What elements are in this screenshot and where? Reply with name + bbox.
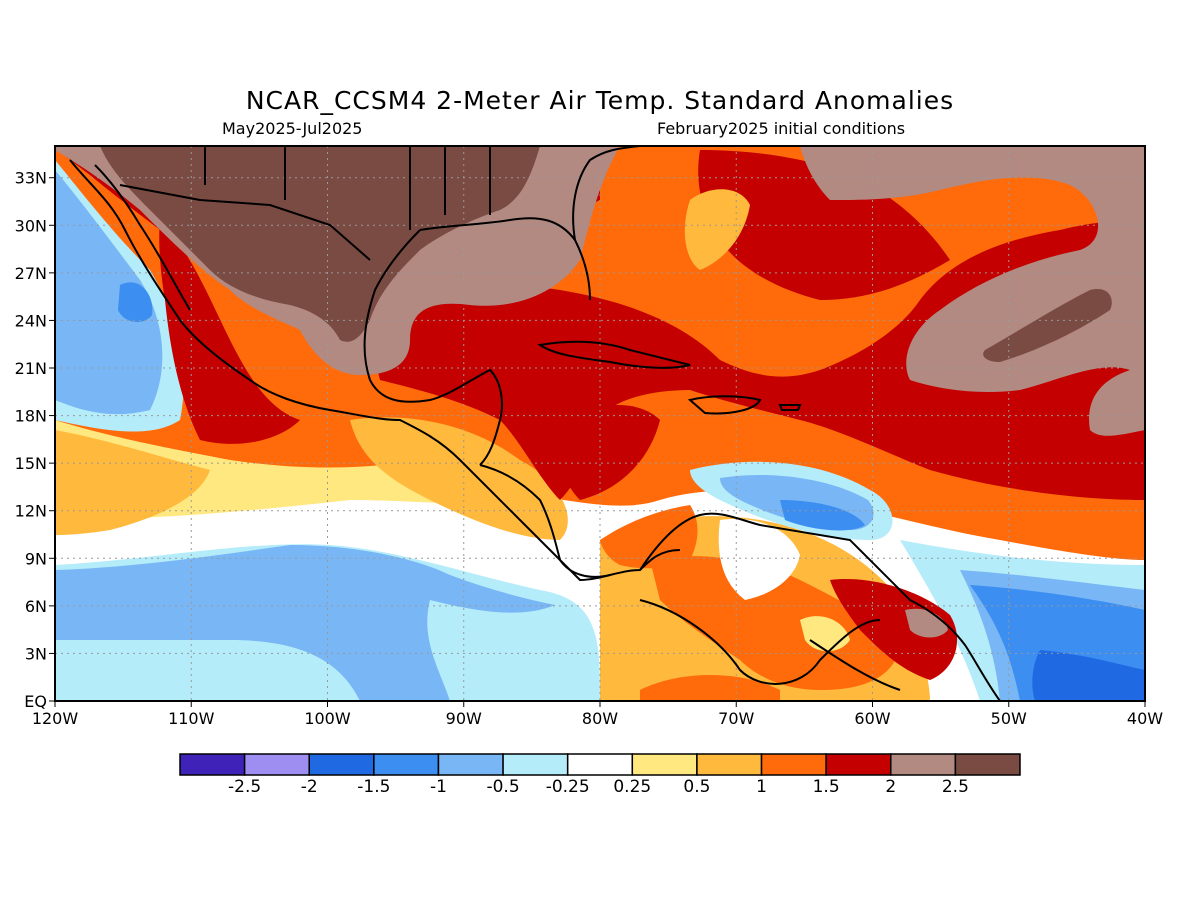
colorbar-label: 2.5 (941, 777, 969, 797)
coast-baja (94, 164, 191, 311)
coast-cuba (537, 340, 691, 369)
lat-tick-label: 6N (25, 597, 47, 616)
lat-tick-label: 15N (15, 454, 47, 473)
lat-tick-label: 21N (15, 359, 47, 378)
border-states (204, 146, 491, 230)
colorbar-swatch (566, 753, 634, 776)
fill-deepbrown-na (100, 146, 540, 342)
colorbar-swatch (825, 753, 892, 776)
coast-hispaniola (687, 395, 762, 415)
colorbar-label: -2 (300, 777, 318, 797)
latitude-axis: 33N 30N 27N 24N 21N 18N 15N 12N 9N 6N 3N EQ (15, 169, 55, 711)
lat-tick-label: EQ (24, 692, 47, 711)
lon-tick-label: 100W (304, 709, 351, 728)
colorbar-swatch (437, 753, 504, 776)
colorbar-swatch (954, 753, 1021, 776)
anomaly-fill (55, 146, 1145, 701)
colorbar-swatch (243, 753, 310, 776)
fill-light-blue-pacific (55, 170, 163, 415)
fill-lightbrown-east (800, 146, 1145, 436)
fill-blue-caribbean (780, 500, 865, 531)
lat-tick-label: 30N (15, 216, 47, 235)
lon-tick-label: 70W (718, 709, 754, 728)
fill-darkred-caribbean-south (558, 405, 660, 500)
longitude-axis: 120W 110W 100W 90W 80W 70W 60W 50W 40W (32, 701, 1163, 728)
colorbar-label: 2 (885, 777, 897, 797)
fill-lightorange-central (350, 417, 568, 540)
coast-us-gulf (419, 217, 591, 301)
lat-tick-label: 27N (15, 264, 47, 283)
lon-tick-label: 80W (582, 709, 618, 728)
fill-lightorange-pacific (55, 430, 210, 535)
colorbar-label: -0.25 (545, 777, 590, 797)
border-brazil (809, 639, 901, 691)
border-us-mexico (119, 184, 371, 261)
gridlines (55, 146, 1145, 701)
colorbar-swatch (696, 753, 763, 776)
colorbar-label: -0.5 (486, 777, 520, 797)
chart-title: NCAR_CCSM4 2-Meter Air Temp. Standard An… (245, 86, 955, 115)
colorbar-label: 1.5 (812, 777, 840, 797)
fill-orange-sa (650, 556, 900, 690)
colorbar-label: -2.5 (228, 777, 262, 797)
lon-tick-label: 40W (1127, 709, 1163, 728)
lat-tick-label: 12N (15, 502, 47, 521)
coast-sa-north (639, 512, 1001, 701)
lat-tick-label: 24N (15, 311, 47, 330)
lon-tick-label: 90W (446, 709, 482, 728)
lat-tick-label: 3N (25, 644, 47, 663)
colorbar-swatch (760, 753, 827, 776)
valid-period: May2025-Jul2025 (222, 119, 363, 138)
fill-darkred-guiana (830, 579, 958, 680)
colorbar-swatch (308, 753, 375, 776)
fill-deepbrown-east (983, 289, 1112, 362)
lon-tick-label: 60W (854, 709, 890, 728)
fill-orange-colombia (600, 505, 698, 569)
lat-tick-label: 9N (25, 549, 47, 568)
colorbar-swatch (179, 753, 246, 776)
colorbar-swatch (373, 753, 440, 776)
colorbar-label: -1 (429, 777, 447, 797)
fill-darkred-pacific-mexico (159, 220, 300, 444)
colorbar-swatch (631, 753, 698, 776)
colorbar-label: -1.5 (357, 777, 391, 797)
colorbar-swatch (890, 753, 957, 776)
colorbar-label: 0.5 (683, 777, 711, 797)
lon-tick-label: 120W (32, 709, 79, 728)
coast-puerto-rico (778, 404, 802, 411)
lon-tick-label: 50W (991, 709, 1027, 728)
fill-blue-pacific (118, 282, 153, 322)
colorbar-swatch (502, 753, 569, 776)
initial-conditions: February2025 initial conditions (657, 119, 906, 138)
border-sa (639, 599, 881, 685)
lat-tick-label: 18N (15, 407, 47, 426)
coast-gulf (363, 229, 503, 466)
fill-orange-sa-south (640, 675, 780, 701)
colorbar (179, 753, 1021, 776)
lon-tick-label: 110W (168, 709, 215, 728)
coast-central-america (479, 464, 611, 578)
coast-florida (572, 146, 641, 241)
fill-lightorange-atlantic (684, 189, 750, 270)
fill-white-sa-pocket (718, 519, 800, 600)
colorbar-label: 1 (756, 777, 767, 797)
fill-light-blue (55, 545, 555, 701)
coast-mexico-pacific (69, 159, 681, 582)
colorbar-label: 0.25 (613, 777, 652, 797)
lat-tick-label: 33N (15, 169, 47, 188)
coastlines (69, 146, 1001, 701)
fill-dark-blue-east (1032, 650, 1145, 701)
